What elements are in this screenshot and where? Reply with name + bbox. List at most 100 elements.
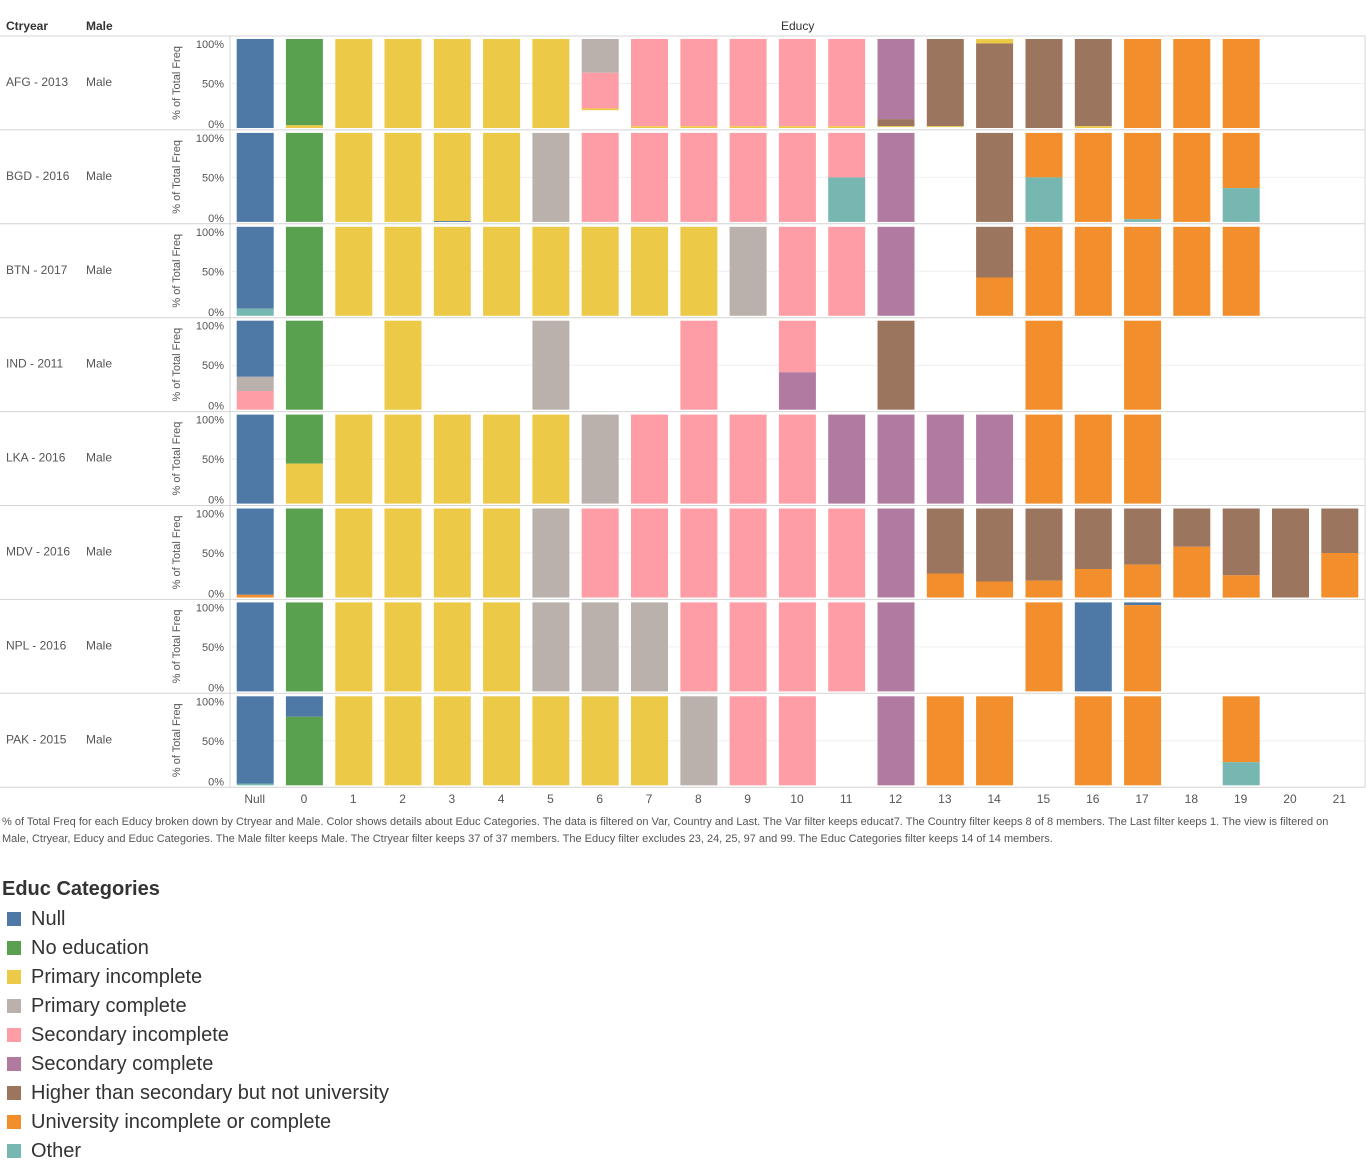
- bar-segment: [926, 414, 964, 504]
- legend-swatch: [7, 1028, 21, 1042]
- legend-title: Educ Categories: [2, 878, 160, 900]
- bar-segment: [384, 226, 422, 316]
- legend-item-no-education[interactable]: No education: [2, 937, 389, 966]
- legend-swatch: [7, 1144, 21, 1158]
- row-label-ctryear: PAK - 2015: [6, 732, 67, 746]
- bar-segment: [729, 508, 767, 598]
- bar-segment: [729, 39, 767, 127]
- bar-segment: [631, 602, 668, 692]
- y-tick-label: 100%: [196, 227, 224, 239]
- bar-segment: [285, 39, 323, 126]
- bar-segment: [335, 226, 373, 316]
- legend-label: University incomplete or complete: [31, 1111, 332, 1133]
- bar-segment: [433, 602, 471, 692]
- ctryear-header[interactable]: Ctryear: [6, 19, 49, 33]
- legend-item-higher-than-secondary[interactable]: Higher than secondary but not university: [2, 1082, 389, 1111]
- male-header[interactable]: Male: [86, 19, 113, 33]
- bar-segment: [1124, 696, 1162, 786]
- bar-segment: [384, 508, 422, 598]
- row-panel: PAK - 2015 Male % of Total Freq 100% 50% 0%: [0, 693, 1366, 788]
- bar-segment: [1124, 602, 1162, 606]
- x-tick-label: 3: [449, 792, 456, 806]
- legend-label: Primary incomplete: [31, 966, 203, 988]
- bar-segment: [1173, 508, 1211, 547]
- bar-segment: [285, 125, 323, 128]
- bar-segment: [433, 132, 471, 221]
- row-panel: BGD - 2016 Male % of Total Freq 100% 50% 0%: [0, 129, 1366, 225]
- bar-segment: [532, 39, 570, 128]
- x-tick-label: 1: [350, 792, 357, 806]
- row-panel: LKA - 2016 Male % of Total Freq 100% 50% 0%: [0, 411, 1366, 507]
- bar-segment: [631, 132, 668, 222]
- bar-segment: [828, 602, 866, 692]
- y-axis-title: % of Total Freq: [171, 703, 183, 777]
- x-tick-label: Null: [244, 792, 265, 806]
- legend-swatch: [7, 999, 21, 1013]
- bar-segment: [877, 508, 915, 598]
- x-tick-label: 2: [399, 792, 406, 806]
- bar-segment: [680, 132, 718, 222]
- bar-segment: [729, 696, 767, 786]
- bar-segment: [680, 226, 718, 316]
- row-panel: NPL - 2016 Male % of Total Freq 100% 50% 0%: [0, 599, 1366, 694]
- bar-segment: [1074, 126, 1112, 128]
- bar-segment: [581, 414, 619, 504]
- bar-segment: [828, 414, 866, 504]
- x-tick-label: 7: [646, 792, 653, 806]
- bar-segment: [729, 602, 767, 692]
- row-panel: BTN - 2017 Male % of Total Freq 100% 50% 0%: [0, 223, 1366, 319]
- bar-segment: [581, 132, 619, 222]
- bar-segment: [581, 602, 619, 692]
- bar-segment: [778, 508, 816, 598]
- bar-segment: [236, 508, 274, 595]
- legend-item-secondary-incomplete[interactable]: Secondary incomplete: [2, 1024, 389, 1053]
- bar-segment: [1124, 320, 1162, 410]
- y-tick-label: 0%: [208, 119, 224, 131]
- bar-segment: [1321, 508, 1359, 553]
- bar-segment: [828, 132, 866, 178]
- bar-segment: [1173, 39, 1211, 128]
- x-tick-label: 11: [840, 792, 853, 806]
- legend-item-university[interactable]: University incomplete or complete: [2, 1111, 389, 1140]
- y-axis-title: % of Total Freq: [171, 609, 183, 683]
- y-tick-label: 100%: [196, 39, 224, 51]
- row-label-male: Male: [86, 263, 112, 277]
- legend-item-other[interactable]: Other: [2, 1140, 389, 1169]
- y-tick-label: 50%: [202, 548, 224, 560]
- y-tick-label: 100%: [196, 696, 224, 708]
- bar-segment: [236, 783, 274, 786]
- bar-segment: [483, 39, 521, 128]
- row-label-male: Male: [86, 545, 112, 559]
- bar-segment: [680, 696, 718, 786]
- x-tick-label: 14: [987, 792, 1001, 806]
- bar-segment: [581, 226, 619, 316]
- legend-item-null[interactable]: Null: [2, 908, 389, 937]
- bar-segment: [236, 308, 274, 316]
- bar-segment: [828, 126, 866, 128]
- bar-segment: [926, 508, 964, 574]
- bar-segment: [877, 39, 915, 120]
- bar-segment: [1025, 226, 1063, 316]
- bar-segment: [778, 414, 816, 504]
- bar-segment: [1124, 132, 1162, 220]
- legend-item-primary-incomplete[interactable]: Primary incomplete: [2, 966, 389, 995]
- bar-segment: [680, 39, 718, 127]
- x-tick-label: 12: [889, 792, 903, 806]
- x-tick-label: 0: [301, 792, 308, 806]
- bar-segment: [236, 391, 274, 410]
- legend-item-secondary-complete[interactable]: Secondary complete: [2, 1053, 389, 1082]
- bar-segment: [778, 126, 816, 128]
- bar-segment: [1222, 226, 1260, 316]
- bar-segment: [1173, 132, 1211, 222]
- legend-item-primary-complete[interactable]: Primary complete: [2, 995, 389, 1024]
- bar-segment: [384, 39, 422, 128]
- row-label-ctryear: LKA - 2016: [6, 451, 66, 465]
- bar-segment: [236, 226, 274, 309]
- x-tick-label: 5: [547, 792, 554, 806]
- bar-segment: [976, 696, 1014, 786]
- legend-swatch: [7, 970, 21, 984]
- y-axis-title: % of Total Freq: [171, 422, 183, 496]
- educy-header[interactable]: Educy: [781, 19, 815, 33]
- y-tick-label: 0%: [208, 213, 224, 225]
- bar-segment: [877, 414, 915, 504]
